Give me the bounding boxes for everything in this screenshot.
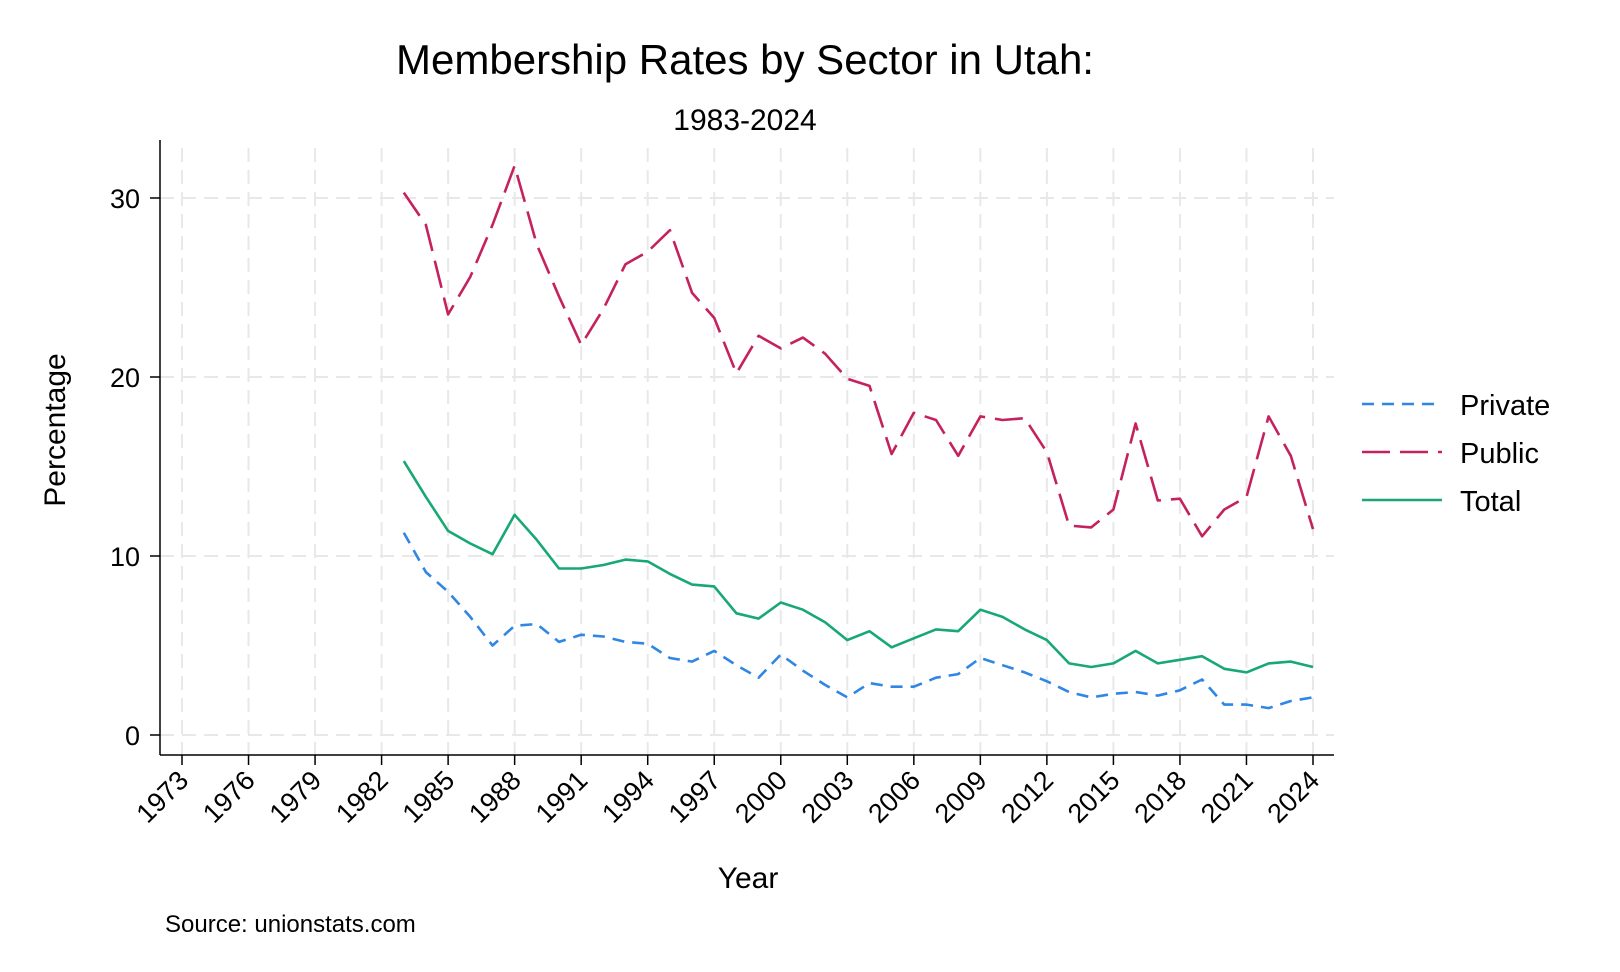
chart-title: Membership Rates by Sector in Utah: — [396, 36, 1094, 83]
legend-label-total: Total — [1460, 486, 1521, 518]
y-tick-label: 0 — [125, 721, 140, 751]
y-tick-label: 20 — [110, 363, 140, 393]
series-line-public — [402, 164, 1315, 538]
y-axis-ticks: 0 10 20 30 — [110, 184, 160, 751]
y-tick-label: 30 — [110, 184, 140, 214]
gridlines — [160, 148, 1334, 755]
legend-item-private: Private — [1362, 390, 1550, 422]
y-axis-title: Percentage — [39, 353, 72, 506]
legend-label-private: Private — [1460, 390, 1550, 422]
legend-label-public: Public — [1460, 438, 1539, 470]
legend-item-total: Total — [1362, 486, 1521, 518]
chart-subtitle: 1983-2024 — [673, 104, 816, 137]
y-tick-label: 10 — [110, 542, 140, 572]
legend: Private Public Total — [1362, 390, 1550, 518]
legend-item-public: Public — [1362, 438, 1539, 470]
source-note: Source: unionstats.com — [165, 911, 416, 938]
x-axis-title: Year — [718, 862, 779, 895]
series-lines — [402, 164, 1315, 710]
series-line-total — [402, 460, 1314, 674]
series-line-private — [402, 532, 1314, 710]
